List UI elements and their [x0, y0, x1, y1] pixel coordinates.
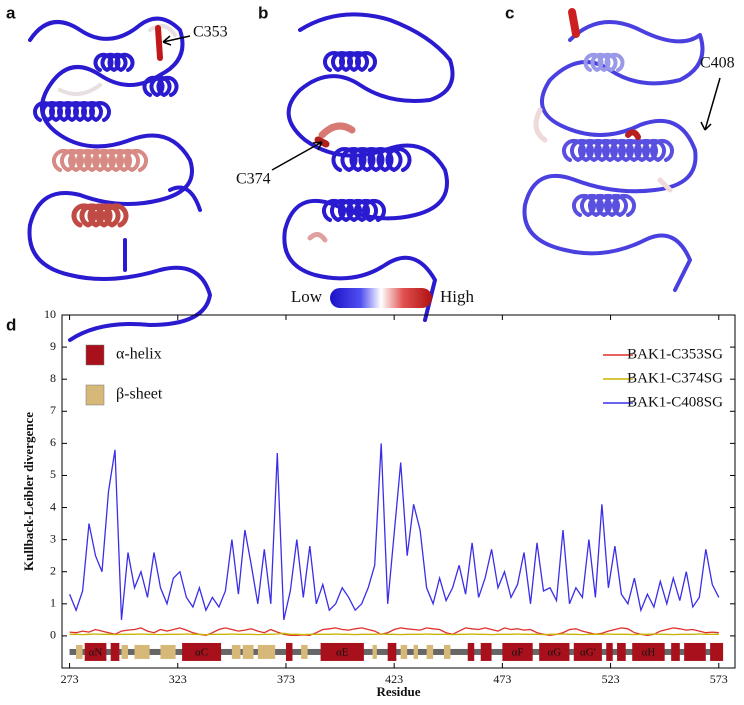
sheet: [76, 644, 83, 659]
sheet: [413, 644, 418, 659]
colorbar: [330, 288, 432, 308]
x-tick-label: 573: [710, 672, 728, 686]
y-tick-label: 3: [50, 531, 56, 545]
helix-label: αE: [336, 646, 349, 658]
helix: [710, 642, 724, 661]
sheet: [134, 644, 150, 659]
series-line: [68, 443, 720, 621]
legend-swatch: [85, 344, 105, 366]
helix-label: αG: [547, 646, 561, 658]
helix: [671, 642, 680, 661]
structure-b: [282, 12, 455, 322]
panel-letter: d: [6, 315, 16, 334]
sheet: [400, 644, 408, 659]
y-tick-label: 5: [50, 467, 56, 481]
residue-label: C353: [193, 24, 228, 41]
colorbar-low: Low: [291, 287, 323, 306]
helix: [84, 642, 107, 661]
helix: [110, 642, 120, 661]
legend-label: BAK1-C374SG: [627, 370, 723, 386]
y-tick-label: 2: [50, 563, 56, 577]
sheet: [426, 644, 434, 659]
legend-swatch: [85, 384, 105, 406]
helix: [632, 642, 665, 661]
legend-label: BAK1-C408SG: [627, 394, 723, 410]
x-axis-label: Residue: [376, 684, 420, 699]
x-tick-label: 523: [602, 672, 620, 686]
sheet: [443, 644, 451, 659]
sheet: [121, 644, 129, 659]
residue-label: C374: [236, 171, 271, 188]
panel-letter: b: [258, 3, 268, 22]
colorbar-high: High: [440, 287, 475, 306]
x-tick-label: 373: [277, 672, 295, 686]
helix: [617, 642, 626, 661]
helix-label: αC: [195, 646, 208, 658]
helix: [684, 642, 706, 661]
chart: 0 1 2 3 4 5 6 7 8 9 10 273 323 373 423 473 523 573 Residue…: [21, 307, 736, 699]
y-tick-label: 6: [50, 435, 56, 449]
x-tick-label: 473: [493, 672, 511, 686]
y-tick-label: 9: [50, 339, 56, 353]
structure-a: [27, 16, 212, 342]
helix: [573, 642, 602, 661]
helix: [320, 642, 364, 661]
sheet: [301, 644, 308, 659]
sheet: [231, 644, 241, 659]
arrow: [162, 35, 191, 46]
series-line: [69, 627, 719, 636]
sheet: [372, 644, 377, 659]
sheet: [257, 644, 276, 659]
y-tick-label: 0: [50, 628, 56, 642]
panel-letter: c: [505, 3, 514, 22]
panel-letter: a: [6, 3, 16, 22]
series-line: [69, 632, 719, 636]
helix-label: αF: [512, 646, 524, 658]
residue-label: C408: [700, 55, 735, 72]
x-tick-label: 323: [169, 672, 187, 686]
helix: [285, 642, 293, 661]
x-tick-label: 423: [385, 672, 403, 686]
y-tick-label: 8: [50, 371, 56, 385]
helix-label: αN: [89, 646, 103, 658]
arrow: [700, 77, 721, 131]
helix: [539, 642, 570, 661]
legend-label: β-sheet: [116, 386, 163, 403]
helix: [182, 642, 222, 661]
arrow: [271, 141, 323, 171]
y-axis-label: Kullback-Leibler divergence: [21, 412, 36, 571]
y-tick-label: 10: [44, 307, 56, 321]
legend-label: BAK1-C353SG: [627, 346, 723, 362]
helix: [467, 642, 475, 661]
helix-label: αG': [580, 646, 596, 658]
legend-label: α-helix: [116, 346, 162, 363]
y-tick-label: 1: [50, 596, 56, 610]
helix-label: αH: [642, 646, 656, 658]
helix: [480, 642, 492, 661]
y-tick-label: 4: [50, 499, 56, 513]
helix: [606, 642, 613, 661]
y-tick-label: 7: [50, 403, 56, 417]
helix: [502, 642, 533, 661]
plot-frame: [61, 314, 736, 669]
sheet: [160, 644, 176, 659]
x-tick-label: 273: [61, 672, 79, 686]
sheet: [242, 644, 254, 659]
helix: [387, 642, 397, 661]
structure-c: [522, 8, 705, 292]
